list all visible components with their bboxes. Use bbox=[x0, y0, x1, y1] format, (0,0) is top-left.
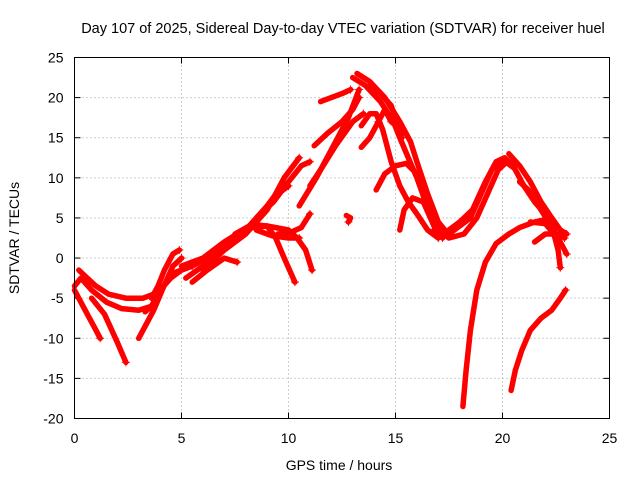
series-arc-04 bbox=[88, 295, 129, 366]
plus-marker bbox=[359, 109, 368, 118]
series-arc-01 bbox=[71, 275, 155, 313]
plus-marker bbox=[290, 278, 299, 287]
plus-marker bbox=[387, 117, 396, 126]
y-tick-label: 0 bbox=[56, 250, 64, 266]
plus-marker bbox=[355, 85, 364, 94]
series-arc-20 bbox=[317, 86, 354, 105]
series-arc-12 bbox=[232, 221, 298, 285]
y-tick-label: -20 bbox=[43, 411, 63, 427]
plot-frame bbox=[74, 57, 610, 419]
series-arc-32 bbox=[506, 151, 570, 237]
plus-marker bbox=[295, 234, 304, 242]
series-arc-16 bbox=[275, 211, 313, 237]
series-arc-37 bbox=[531, 231, 568, 245]
y-axis-label: SDTVAR / TECUs bbox=[6, 182, 22, 294]
grid bbox=[74, 57, 610, 419]
chart-title: Day 107 of 2025, Sidereal Day-to-day VTE… bbox=[81, 21, 605, 37]
plus-marker bbox=[233, 258, 242, 267]
plus-marker bbox=[561, 286, 570, 295]
series-arc-06 bbox=[148, 247, 183, 301]
x-tick-label: 25 bbox=[602, 430, 618, 446]
plus-marker bbox=[438, 234, 447, 242]
series-arc-36 bbox=[508, 287, 569, 394]
x-tick-label: 10 bbox=[281, 430, 297, 446]
y-tick-label: 5 bbox=[56, 210, 64, 226]
series-arc-22 bbox=[358, 110, 442, 241]
x-tick-label: 0 bbox=[71, 430, 79, 446]
y-tick-label: -15 bbox=[43, 370, 63, 386]
y-tick-labels: -20 -15 -10 -5 0 5 10 15 20 25 bbox=[43, 50, 63, 427]
x-tick-label: 5 bbox=[178, 430, 186, 446]
x-tick-label: 20 bbox=[495, 430, 511, 446]
plus-marker bbox=[175, 246, 184, 255]
plus-marker bbox=[556, 263, 565, 272]
y-tick-label: -5 bbox=[51, 290, 64, 306]
y-tick-label: 25 bbox=[48, 50, 64, 66]
series-arc-03 bbox=[71, 287, 103, 342]
y-tick-label: 10 bbox=[48, 170, 64, 186]
series-arc-25 bbox=[367, 82, 405, 141]
series-arc-15 bbox=[253, 159, 313, 221]
series-arc-10 bbox=[200, 155, 302, 273]
series-arc-27 bbox=[358, 118, 382, 151]
series-arc-31 bbox=[431, 156, 516, 237]
plus-marker bbox=[344, 217, 353, 226]
plus-marker bbox=[560, 234, 569, 242]
plus-marker bbox=[121, 358, 130, 367]
series-arc-14 bbox=[253, 227, 302, 241]
plus-marker bbox=[177, 254, 186, 263]
x-axis-label: GPS time / hours bbox=[286, 457, 393, 473]
plus-marker bbox=[305, 157, 314, 166]
series-arc-28 bbox=[373, 159, 510, 241]
plus-marker bbox=[374, 117, 383, 126]
plus-marker bbox=[509, 163, 518, 172]
plus-marker bbox=[397, 133, 406, 142]
plus-marker bbox=[295, 153, 304, 162]
y-tick-label: 15 bbox=[48, 130, 64, 146]
axis-ticks bbox=[74, 57, 610, 419]
series-arc-05 bbox=[135, 255, 185, 342]
series-arc-19 bbox=[311, 94, 362, 149]
x-tick-labels: 0 5 10 15 20 25 bbox=[71, 430, 618, 446]
series-arc-21 bbox=[343, 212, 354, 225]
series-arc-02 bbox=[76, 267, 157, 301]
y-tick-label: -10 bbox=[43, 330, 63, 346]
data-series bbox=[71, 70, 571, 410]
plus-marker bbox=[96, 334, 105, 343]
series-arc-26 bbox=[375, 106, 394, 125]
series-arc-18 bbox=[307, 110, 367, 189]
plus-marker bbox=[305, 209, 314, 218]
x-tick-label: 15 bbox=[388, 430, 404, 446]
series-arc-17 bbox=[296, 86, 362, 209]
plus-marker bbox=[346, 85, 355, 94]
series-arc-13 bbox=[189, 255, 240, 285]
plus-marker bbox=[355, 93, 364, 102]
y-tick-label: 20 bbox=[48, 90, 64, 106]
plus-marker bbox=[562, 250, 571, 259]
plus-marker bbox=[308, 266, 317, 275]
